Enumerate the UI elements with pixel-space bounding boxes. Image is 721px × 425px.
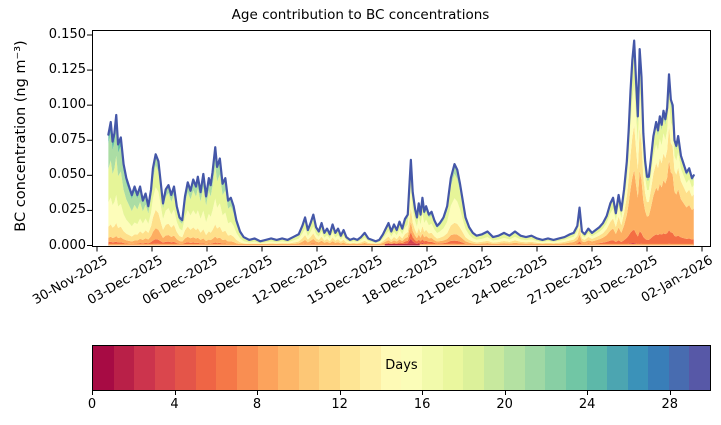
y-tick-label: 0.050 <box>48 167 86 183</box>
total-line <box>107 39 695 243</box>
colorbar-segment-21 <box>524 346 546 390</box>
colorbar-segment-19 <box>483 346 505 390</box>
stacked-band-age-12-15-days <box>108 125 694 245</box>
colorbar-segment-22 <box>545 346 566 390</box>
colorbar-segment-23 <box>565 346 587 390</box>
colorbar-segment-3 <box>154 346 176 390</box>
x-tick-label: 18-Dec-2025 <box>360 253 441 309</box>
chart-title: Age contribution to BC concentrations <box>231 7 490 23</box>
x-tick-label: 24-Dec-2025 <box>470 253 551 309</box>
y-tick-label: 0.100 <box>48 97 86 113</box>
colorbar-segment-25 <box>607 346 628 390</box>
y-tick-label: 0.150 <box>48 27 86 42</box>
colorbar-segment-15 <box>401 346 422 390</box>
colorbar-tick-label: 4 <box>170 397 179 412</box>
colorbar-segment-8 <box>257 346 279 390</box>
colorbar-segment-12 <box>339 346 361 390</box>
x-tick-label: 30-Dec-2025 <box>580 253 661 309</box>
colorbar-segment-17 <box>442 346 464 390</box>
colorbar-tick-mark <box>257 391 259 395</box>
colorbar-segment-1 <box>113 346 135 390</box>
colorbar-segment-14 <box>380 346 402 390</box>
colorbar-segment-28 <box>668 346 690 390</box>
colorbar-tick-label: 12 <box>331 397 348 412</box>
colorbar-tick-mark <box>339 391 341 395</box>
colorbar-tick-label: 16 <box>413 397 431 412</box>
colorbar-segment-20 <box>504 346 525 390</box>
colorbar-segment-27 <box>648 346 669 390</box>
colorbar-segment-11 <box>319 346 340 390</box>
colorbar-segment-16 <box>422 346 443 390</box>
colorbar-tick-mark <box>504 391 506 395</box>
colorbar-segment-5 <box>195 346 217 390</box>
colorbar-tick-label: 0 <box>87 397 97 412</box>
colorbar-tick-label: 24 <box>578 397 596 412</box>
colorbar-tick-mark <box>669 391 671 395</box>
colorbar-segment-10 <box>298 346 320 390</box>
colorbar-segment-7 <box>236 346 258 390</box>
colorbar-segment-18 <box>463 346 484 390</box>
colorbar-segment-29 <box>689 346 710 390</box>
colorbar-segment-13 <box>360 346 381 390</box>
y-tick-label: 0.000 <box>48 237 86 253</box>
x-tick-label: 09-Dec-2025 <box>195 253 276 309</box>
colorbar-segment-26 <box>627 346 649 390</box>
baseline-strip-1 <box>384 244 420 246</box>
y-tick-label: 0.075 <box>48 132 86 148</box>
colorbar-tick-mark <box>92 391 93 395</box>
colorbar-segment-4 <box>175 346 196 390</box>
y-tick-label: 0.025 <box>48 202 86 218</box>
stacked-band-age-4-8-days <box>108 229 694 246</box>
x-tick-label: 27-Dec-2025 <box>525 253 606 309</box>
x-tick-label: 21-Dec-2025 <box>415 253 496 309</box>
x-tick-label: 03-Dec-2025 <box>85 253 166 309</box>
colorbar-segment-2 <box>134 346 155 390</box>
x-tick-label: 06-Dec-2025 <box>140 253 221 309</box>
axes-spines <box>92 30 711 247</box>
colorbar-tick-label: 28 <box>661 397 678 412</box>
plot-area <box>87 30 711 252</box>
colorbar-tick-mark <box>587 391 589 395</box>
y-tick-label: 0.125 <box>48 62 86 78</box>
colorbar-segment-24 <box>586 346 608 390</box>
colorbar-segment-0 <box>93 346 114 390</box>
x-tick-label: 15-Dec-2025 <box>305 253 386 309</box>
stacked-band-age-8-12-days <box>108 160 694 246</box>
colorbar <box>92 345 711 391</box>
colorbar-segment-6 <box>216 346 237 390</box>
x-tick-label: 12-Dec-2025 <box>250 253 331 309</box>
colorbar-tick-label: 8 <box>252 397 262 412</box>
colorbar-tick-mark <box>174 391 176 395</box>
x-tick-label: 02-Jan-2026 <box>638 253 716 306</box>
colorbar-tick-label: 20 <box>496 397 513 412</box>
colorbar-segment-9 <box>278 346 299 390</box>
colorbar-tick-mark <box>422 391 424 395</box>
